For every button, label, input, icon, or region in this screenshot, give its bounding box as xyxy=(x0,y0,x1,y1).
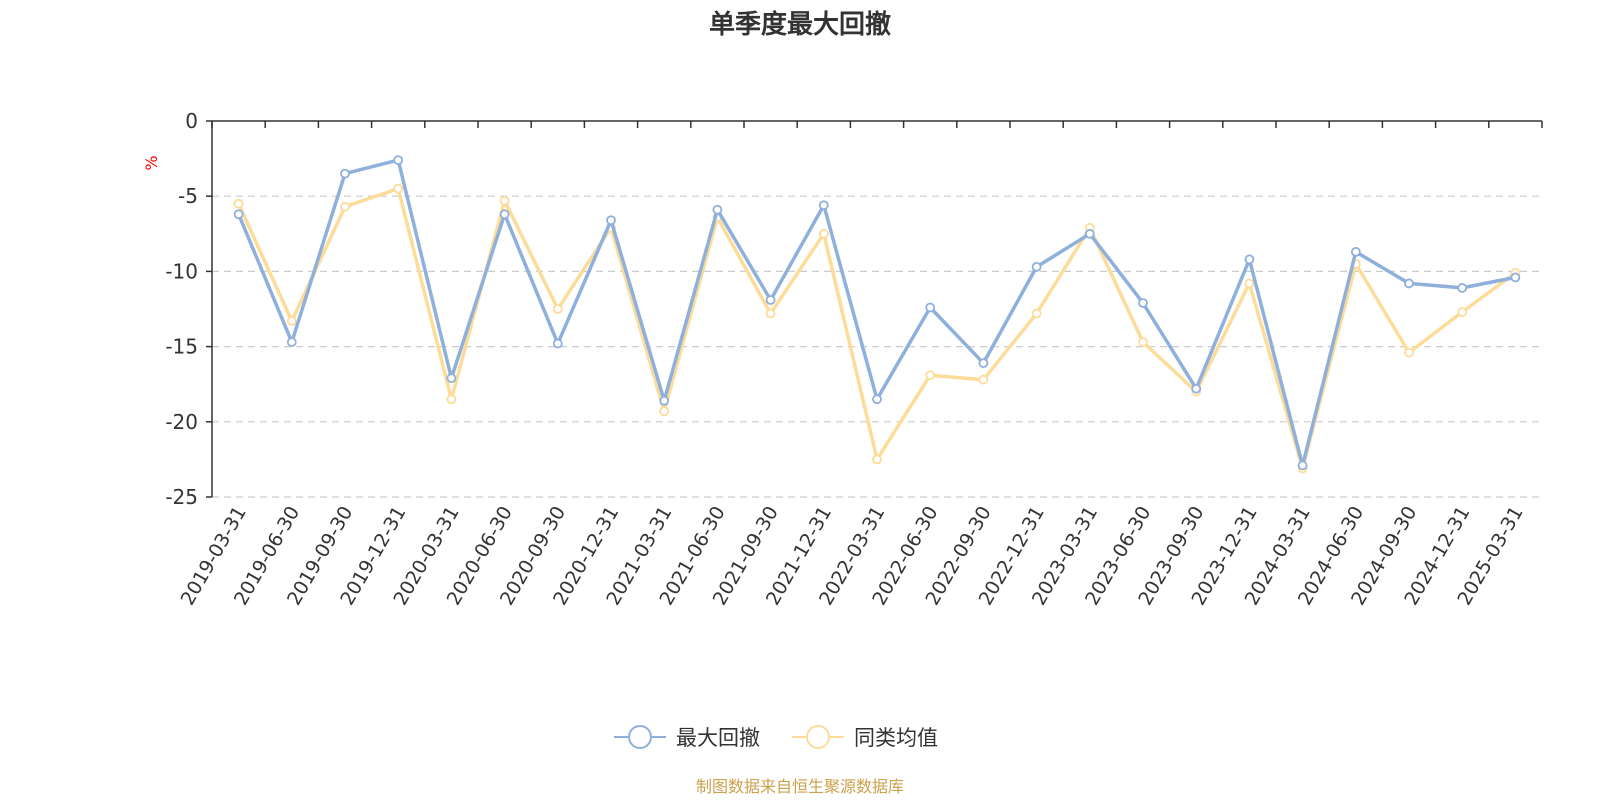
y-tick-label: -20 xyxy=(165,410,198,434)
y-tick-label: -10 xyxy=(165,259,198,283)
legend-item-0[interactable]: 最大回撤 xyxy=(614,725,760,750)
y-tick-labels: 0 -5 -10 -15 -20 -25 xyxy=(165,109,198,509)
data-point xyxy=(1457,307,1468,317)
x-tick-labels: 2019-03-312019-06-302019-09-302019-12-31… xyxy=(177,502,1528,609)
data-point xyxy=(872,394,882,405)
legend-item-1[interactable]: 同类均值 xyxy=(792,725,938,750)
data-point xyxy=(1031,308,1042,319)
data-point xyxy=(712,204,723,215)
data-point xyxy=(1138,337,1148,347)
data-point xyxy=(872,454,882,465)
data-point xyxy=(925,302,936,313)
data-point xyxy=(552,338,563,349)
data-point xyxy=(340,201,350,212)
data-point xyxy=(925,370,936,381)
data-point xyxy=(1297,460,1308,471)
data-point xyxy=(286,337,297,347)
data-point xyxy=(552,304,563,314)
data-point xyxy=(765,295,776,305)
data-point xyxy=(659,395,670,406)
data-point xyxy=(1404,278,1414,289)
axes xyxy=(206,120,1543,498)
data-point xyxy=(1031,261,1042,272)
data-point xyxy=(286,316,297,326)
data-point xyxy=(978,374,989,385)
data-point xyxy=(818,200,829,211)
data-point xyxy=(818,228,829,239)
data-point xyxy=(1350,246,1361,257)
y-tick-label: -15 xyxy=(165,335,198,359)
series-lines xyxy=(233,155,1521,474)
data-point xyxy=(446,373,457,384)
series-1 xyxy=(233,183,1521,474)
grid-lines xyxy=(212,195,1542,498)
legend-marker-icon xyxy=(806,725,830,749)
chart-title: 单季度最大回撤 xyxy=(709,9,891,40)
data-point xyxy=(978,358,989,369)
data-point xyxy=(1457,283,1468,293)
data-point xyxy=(446,394,457,405)
data-point xyxy=(1404,347,1414,358)
series-line xyxy=(237,186,1517,471)
legend-label: 最大回撤 xyxy=(676,726,760,750)
y-tick-label: -5 xyxy=(178,184,198,208)
data-point xyxy=(499,209,510,220)
data-point xyxy=(1138,298,1148,308)
data-point xyxy=(233,198,244,209)
data-point xyxy=(765,308,776,319)
data-point xyxy=(606,215,616,226)
data-point xyxy=(393,155,404,166)
data-point xyxy=(659,406,670,417)
y-tick-label: 0 xyxy=(185,109,198,133)
data-point xyxy=(1084,228,1095,239)
data-point xyxy=(499,195,510,206)
legend-marker-icon xyxy=(628,725,652,749)
data-point xyxy=(1244,254,1255,265)
source-note: 制图数据来自恒生聚源数据库 xyxy=(696,777,904,796)
data-point xyxy=(1191,383,1202,394)
data-point xyxy=(233,209,244,220)
data-point xyxy=(340,168,350,179)
legend-label: 同类均值 xyxy=(854,726,938,750)
data-point xyxy=(1244,278,1255,289)
y-tick-label: -25 xyxy=(165,485,198,509)
legend[interactable]: 最大回撤 同类均值 xyxy=(614,725,938,750)
y-axis-unit-label: % xyxy=(142,155,161,170)
data-point xyxy=(1510,272,1521,283)
data-point xyxy=(393,183,404,194)
series-0 xyxy=(233,155,1521,471)
